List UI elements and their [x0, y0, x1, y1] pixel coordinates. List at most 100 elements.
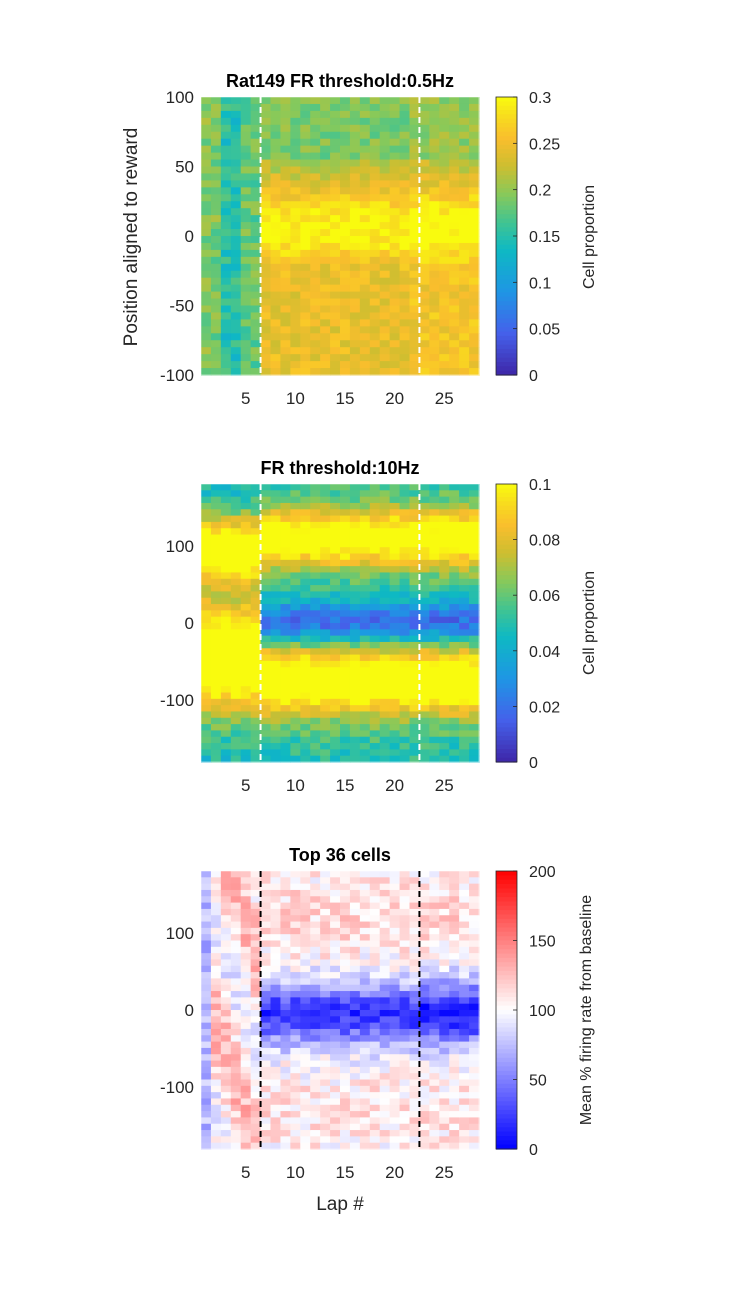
heatmap-cell — [280, 145, 291, 154]
heatmap-cell — [220, 110, 232, 119]
heatmap-cell — [300, 1079, 311, 1087]
heatmap-cell — [389, 940, 401, 948]
heatmap-cell — [290, 635, 301, 643]
heatmap-cell — [349, 686, 361, 694]
colorbar-segment — [496, 966, 517, 972]
heatmap-cell — [310, 1041, 321, 1049]
heatmap-cell — [389, 103, 401, 112]
heatmap-cell — [359, 927, 371, 935]
heatmap-cell — [250, 965, 262, 973]
heatmap-cell — [320, 1130, 331, 1137]
heatmap-cell — [389, 591, 401, 599]
heatmap-cell — [409, 736, 421, 744]
heatmap-cell — [369, 249, 381, 258]
heatmap-cell — [330, 159, 341, 168]
heatmap-cell — [340, 566, 351, 574]
heatmap-cell — [230, 1104, 242, 1112]
heatmap-cell — [340, 591, 351, 599]
heatmap-cell — [449, 940, 460, 948]
heatmap-cell — [310, 946, 321, 954]
heatmap-cell — [220, 660, 232, 668]
heatmap-cell — [290, 1079, 301, 1087]
heatmap-cell — [290, 1041, 301, 1049]
colorbar-segment — [496, 123, 517, 128]
heatmap-cell — [389, 291, 401, 300]
heatmap-cell — [280, 896, 291, 904]
heatmap-cell — [379, 1073, 391, 1081]
heatmap-cell — [379, 1123, 391, 1131]
heatmap-cell — [439, 270, 450, 279]
heatmap-cell — [201, 194, 212, 202]
heatmap-cell — [290, 236, 301, 244]
heatmap-cell — [439, 515, 450, 523]
heatmap-cell — [270, 692, 282, 700]
heatmap-cell — [359, 1028, 371, 1036]
colorbar-segment — [496, 131, 517, 137]
colorbar-segment — [496, 283, 517, 289]
heatmap-cell — [201, 927, 212, 935]
heatmap-cell — [419, 117, 430, 126]
heatmap-cell — [220, 1047, 232, 1055]
heatmap-cell — [280, 623, 291, 630]
heatmap-cell — [419, 509, 430, 517]
heatmap-cell — [459, 1142, 470, 1150]
heatmap-cell — [449, 1047, 460, 1055]
heatmap-cell — [429, 553, 440, 561]
heatmap-cell — [419, 1066, 430, 1074]
heatmap-cell — [250, 660, 262, 668]
heatmap-cell — [349, 934, 361, 942]
heatmap-cell — [290, 173, 301, 181]
heatmap-cell — [389, 528, 401, 536]
heatmap-cell — [379, 1060, 391, 1068]
colorbar-segment — [496, 183, 517, 189]
heatmap-cell — [210, 1130, 222, 1137]
heatmap-cell — [310, 1073, 321, 1081]
heatmap-cell — [310, 201, 321, 209]
heatmap-cell — [201, 946, 212, 954]
heatmap-cell — [469, 222, 480, 230]
heatmap-cell — [220, 312, 232, 320]
heatmap-cell — [300, 566, 311, 574]
heatmap-cell — [330, 484, 341, 491]
heatmap-cell — [220, 368, 232, 376]
heatmap-cell — [230, 1085, 242, 1093]
heatmap-cell — [310, 629, 321, 637]
heatmap-cell — [439, 623, 450, 630]
heatmap-cell — [260, 940, 272, 948]
panel-1-y-axis-label: Position aligned to reward — [121, 128, 142, 347]
heatmap-cell — [280, 743, 291, 750]
heatmap-cell — [409, 585, 421, 593]
heatmap-cell — [230, 502, 242, 510]
heatmap-cell — [469, 502, 480, 510]
heatmap-cell — [369, 180, 381, 188]
heatmap-cell — [459, 566, 470, 574]
panel-3-title: Top 36 cells — [289, 845, 391, 865]
heatmap-cell — [439, 1060, 450, 1068]
heatmap-cell — [270, 270, 282, 279]
heatmap-cell — [349, 572, 361, 580]
heatmap-cell — [429, 915, 440, 923]
heatmap-cell — [369, 711, 381, 719]
colorbar-segment — [496, 609, 517, 615]
heatmap-cell — [220, 572, 232, 580]
heatmap-cell — [359, 749, 371, 757]
heatmap-cell — [389, 730, 401, 738]
heatmap-cell — [459, 585, 470, 593]
heatmap-cell — [349, 566, 361, 574]
heatmap-cell — [320, 284, 331, 293]
heatmap-cell — [260, 242, 272, 251]
heatmap-cell — [449, 597, 460, 605]
heatmap-cell — [389, 208, 401, 216]
heatmap-cell — [230, 984, 242, 992]
heatmap-cell — [449, 648, 460, 656]
heatmap-cell — [201, 249, 212, 258]
colorbar-segment — [496, 1144, 517, 1150]
heatmap-cell — [359, 673, 371, 681]
heatmap-cell — [429, 755, 440, 763]
heatmap-cell — [220, 540, 232, 548]
heatmap-cell — [340, 877, 351, 885]
heatmap-cell — [250, 997, 262, 1005]
heatmap-cell — [240, 298, 252, 307]
heatmap-cell — [469, 743, 480, 750]
heatmap-cell — [210, 1073, 222, 1081]
